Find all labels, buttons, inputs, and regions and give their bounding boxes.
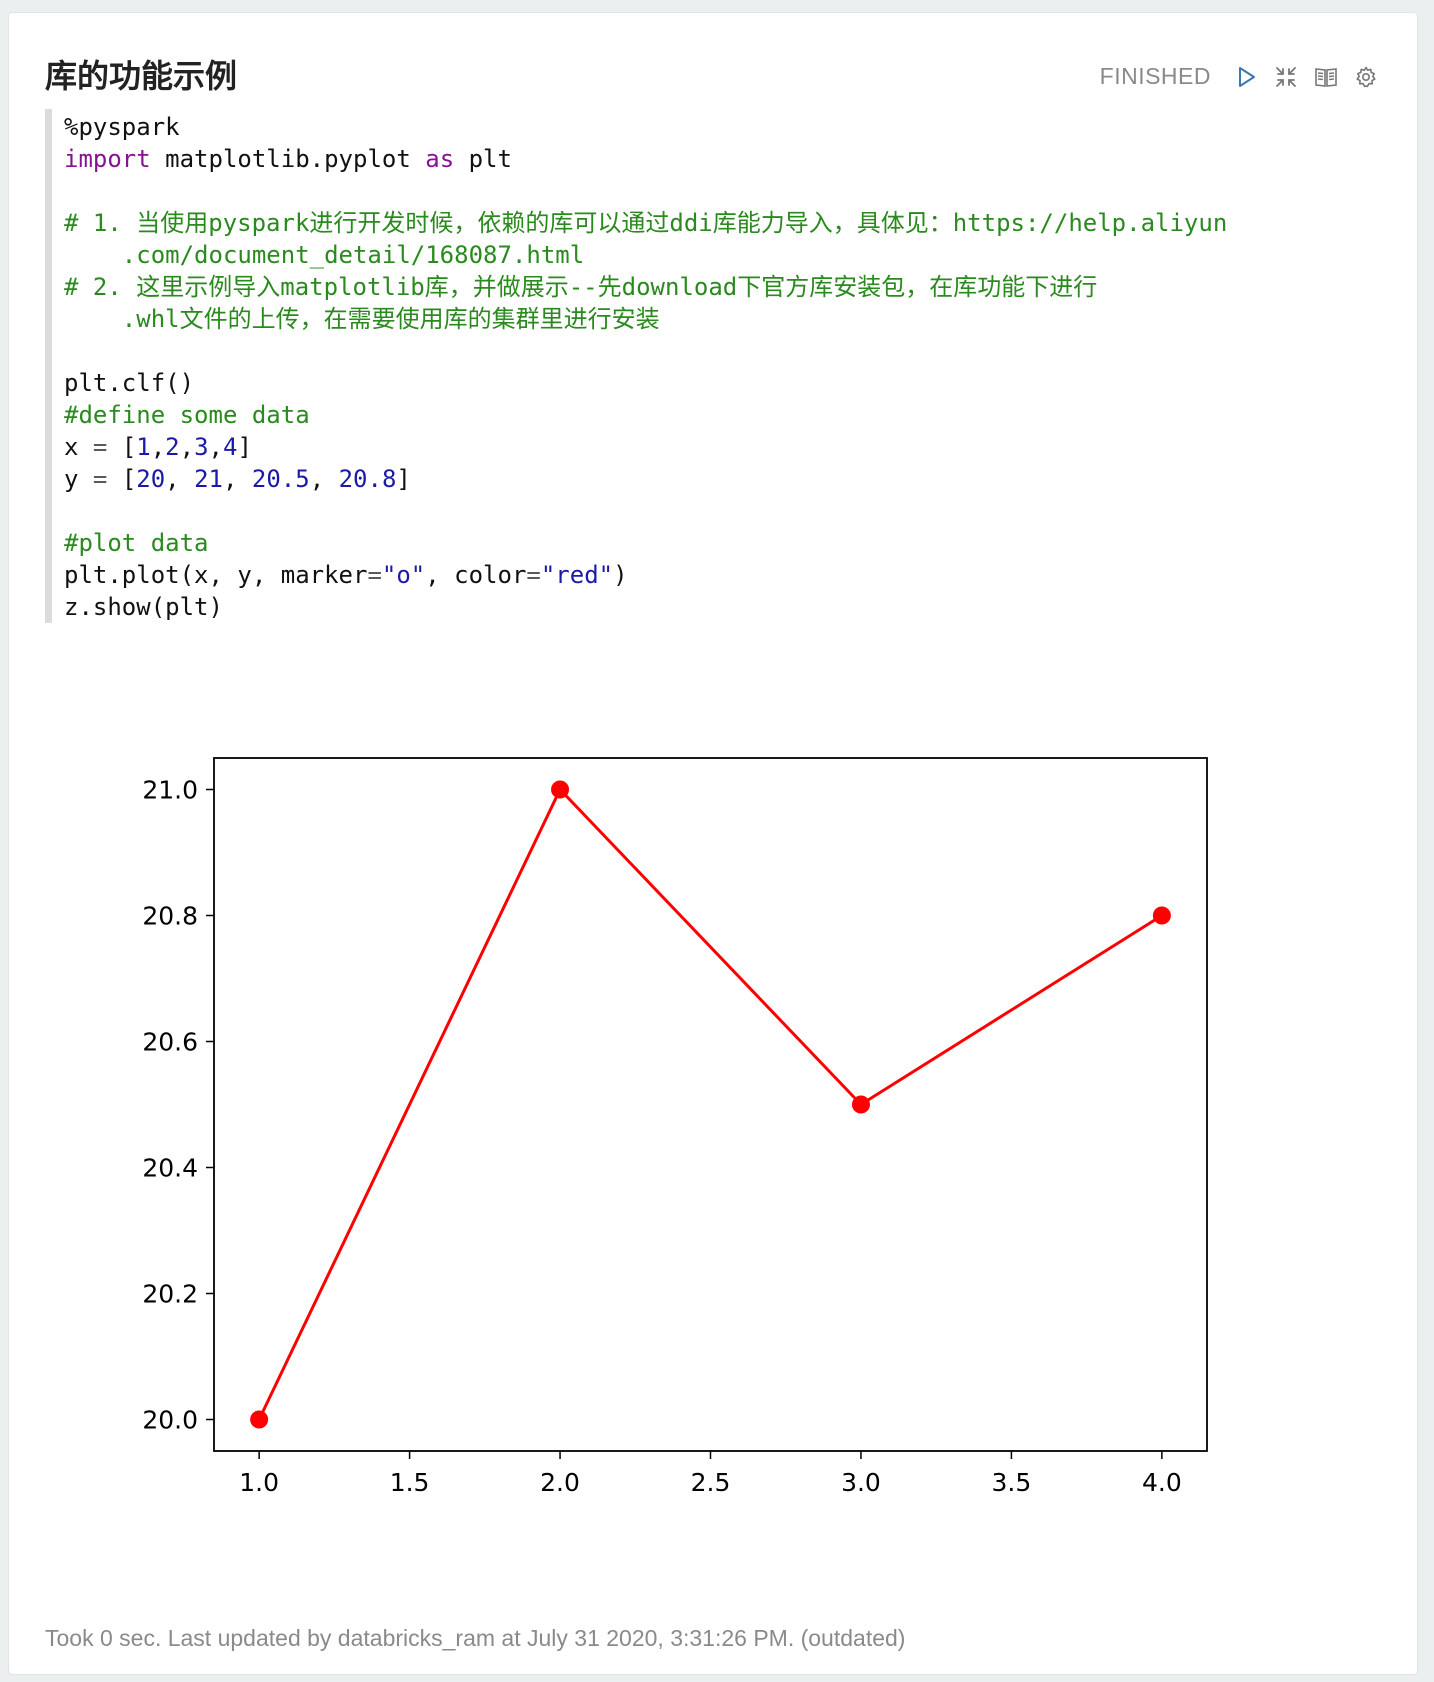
keyword: import: [64, 145, 151, 173]
data-point: [1152, 906, 1171, 925]
code-comment: # 2. 这里示例导入matplotlib库，并做展示--先download下官…: [64, 273, 1098, 301]
x-tick-label: 4.0: [1142, 1468, 1182, 1497]
plot-frame: [213, 757, 1208, 1452]
code-editor[interactable]: %pyspark import matplotlib.pyplot as plt…: [45, 109, 1385, 623]
play-icon: [1239, 66, 1255, 87]
data-point: [851, 1095, 870, 1114]
hide-editor-button[interactable]: [1273, 64, 1299, 90]
y-tick-label: 20.2: [142, 1280, 198, 1309]
y-tick-label: 20.0: [142, 1406, 198, 1435]
code-line: z.show(plt): [64, 593, 223, 621]
code-comment: #plot data: [64, 529, 209, 557]
x-tick-label: 3.5: [992, 1468, 1032, 1497]
y-tick-label: 20.4: [142, 1154, 198, 1183]
paragraph-title[interactable]: 库的功能示例: [45, 57, 238, 95]
y-tick-label: 20.8: [142, 902, 198, 931]
code-comment: .com/document_detail/168087.html: [64, 241, 585, 269]
code-comment: .whl文件的上传，在需要使用库的集群里进行安装: [64, 305, 660, 333]
collapse-icon: [1276, 66, 1296, 87]
line-chart: 20.0 20.2 20.4 20.6 20.8 21.0 1.0 1.5 2.0 2.5 3.0 3…: [142, 757, 1208, 1497]
code-comment: #define some data: [64, 401, 310, 429]
book-icon: [1315, 67, 1337, 87]
code-comment: # 1. 当使用pyspark进行开发时候，依赖的库可以通过ddi库能力导入，具…: [64, 209, 1228, 237]
series-line: [257, 786, 1163, 1421]
status-label: FINISHED: [1099, 63, 1211, 89]
paragraph-controls: FINISHED: [1100, 63, 1379, 90]
gear-icon: [1356, 66, 1376, 87]
hide-output-button[interactable]: [1313, 64, 1339, 90]
code-line: %pyspark: [64, 113, 180, 141]
data-point: [551, 780, 570, 799]
notebook-paragraph: 库的功能示例 FINISHED: [8, 12, 1418, 1675]
paragraph-footer: Took 0 sec. Last updated by databricks_r…: [45, 1625, 906, 1651]
settings-button[interactable]: [1353, 64, 1379, 90]
x-tick-label: 2.5: [691, 1468, 731, 1497]
run-paragraph-button[interactable]: [1233, 64, 1259, 90]
keyword: as: [425, 145, 455, 173]
data-point: [250, 1410, 269, 1429]
paragraph-output: 20.0 20.2 20.4 20.6 20.8 21.0 1.0 1.5 2.0 2.5 3.0 3…: [89, 713, 1249, 1553]
x-tick-label: 1.5: [390, 1468, 430, 1497]
x-tick-label: 1.0: [239, 1468, 279, 1497]
y-tick-label: 21.0: [142, 776, 198, 805]
y-tick-label: 20.6: [142, 1028, 198, 1057]
x-tick-label: 3.0: [841, 1468, 881, 1497]
x-tick-label: 2.0: [540, 1468, 580, 1497]
code-line: plt.clf(): [64, 369, 195, 397]
code-text: %pyspark import matplotlib.pyplot as plt…: [64, 113, 1228, 621]
